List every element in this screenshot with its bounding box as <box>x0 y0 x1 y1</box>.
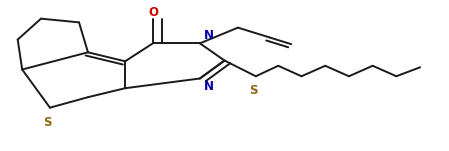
Text: S: S <box>249 84 258 98</box>
Text: N: N <box>203 29 213 42</box>
Text: N: N <box>203 80 213 93</box>
Text: S: S <box>44 116 52 129</box>
Text: O: O <box>148 6 158 19</box>
